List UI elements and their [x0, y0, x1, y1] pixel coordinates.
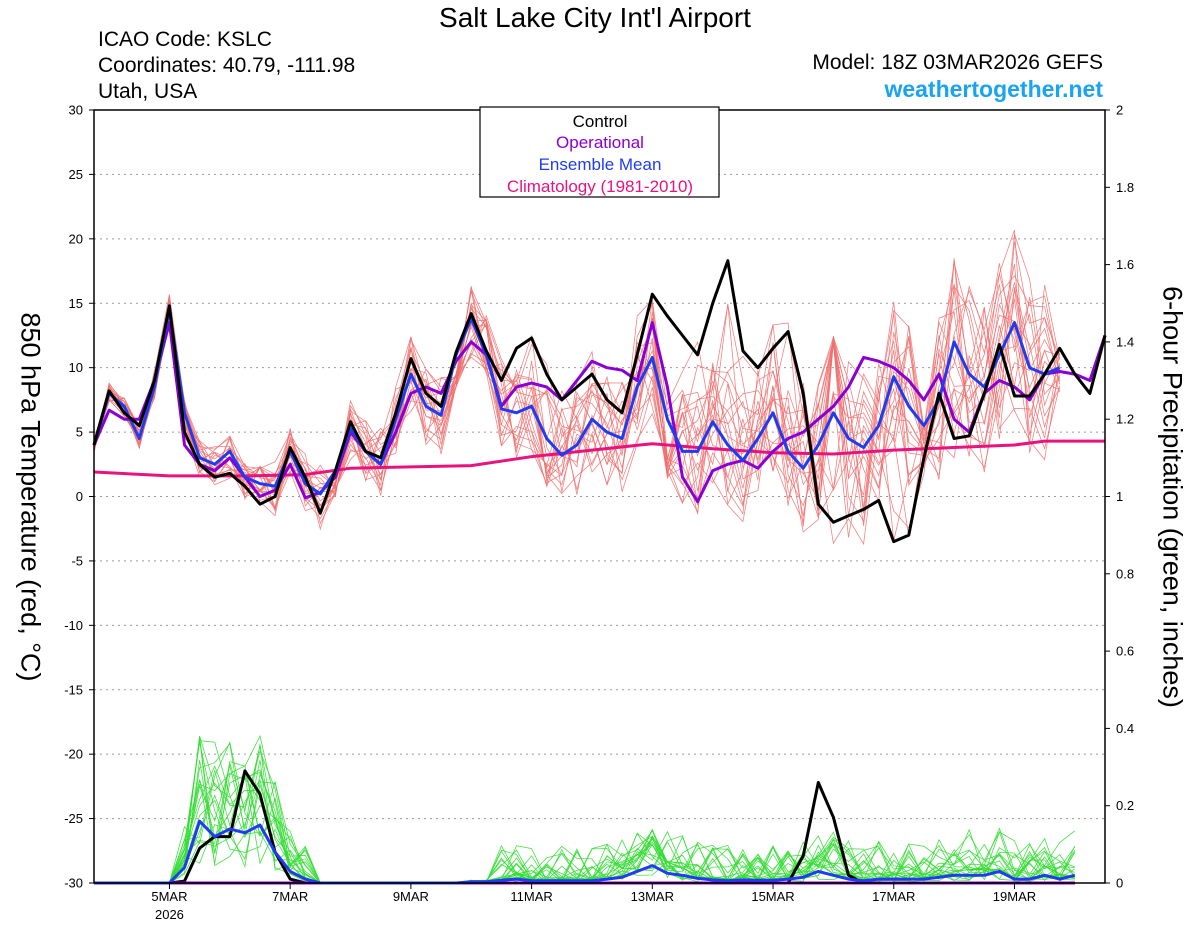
temperature-member-line [93, 264, 1060, 523]
y2-tick-label: 1.2 [1116, 412, 1134, 427]
x-tick-label: 5MAR [151, 889, 187, 904]
temperature-member-line [93, 288, 1060, 517]
y-tick-label: 30 [69, 103, 83, 118]
y-tick-label: -5 [71, 553, 83, 568]
y2-tick-label: 0.4 [1116, 721, 1134, 736]
legend-box: Control Operational Ensemble Mean Climat… [479, 106, 720, 198]
y-tick-label: 10 [69, 360, 83, 375]
site-link[interactable]: weathertogether.net [884, 76, 1103, 102]
y2-tick-label: 0 [1116, 876, 1123, 891]
y-tick-label: -25 [64, 811, 83, 826]
y-tick-label: -10 [64, 618, 83, 633]
y-tick-label: 20 [69, 231, 83, 246]
y-tick-label: 5 [76, 425, 83, 440]
temperature-member-line [93, 262, 1061, 523]
axis-ticks: 302520151050-5-10-15-20-25-3021.81.61.41… [64, 103, 1134, 923]
y-tick-label: -15 [64, 682, 83, 697]
coordinates: Coordinates: 40.79, -111.98 [98, 54, 356, 77]
y-tick-label: 25 [69, 167, 83, 182]
x-tick-sublabel: 2026 [155, 907, 184, 922]
temp-operational-line [92, 321, 1107, 504]
precipitation-member-line [94, 735, 1076, 884]
precipitation-member-line [94, 736, 1075, 884]
legend-climatology: Climatology (1981-2010) [507, 177, 693, 196]
y-axis-label-left: 850 hPa Temperature (red, °C) [15, 312, 46, 682]
legend-operational: Operational [556, 133, 644, 152]
legend-control: Control [573, 112, 628, 131]
icao-code: ICAO Code: KSLC [98, 28, 272, 51]
temp-climatology--line [93, 439, 1105, 478]
y2-tick-label: 0.6 [1116, 644, 1134, 659]
y-tick-label: 0 [76, 489, 83, 504]
y2-tick-label: 0.8 [1116, 566, 1134, 581]
y-axis-label-right: 6-hour Precipitation (green, inches) [1157, 286, 1188, 708]
precipitation-member-line [94, 740, 1076, 884]
precipitation-member-line [94, 742, 1076, 884]
x-tick-label: 19MAR [993, 889, 1036, 904]
model-run: Model: 18Z 03MAR2026 GEFS [812, 51, 1103, 74]
x-tick-label: 17MAR [872, 889, 915, 904]
y-tick-label: -20 [64, 747, 83, 762]
y2-tick-label: 1.4 [1116, 334, 1134, 349]
precip-ensemble-mean-line [94, 819, 1076, 885]
ensemble-precipitation-members [94, 734, 1076, 884]
y2-tick-label: 1.6 [1116, 257, 1134, 272]
y2-tick-label: 1 [1116, 489, 1123, 504]
x-tick-label: 7MAR [272, 889, 308, 904]
x-tick-label: 15MAR [751, 889, 794, 904]
temperature-member-line [93, 263, 1061, 527]
legend-ensemble-mean: Ensemble Mean [539, 155, 662, 174]
y2-tick-label: 0.2 [1116, 798, 1134, 813]
y2-tick-label: 1.8 [1116, 180, 1134, 195]
temp-control-line [92, 259, 1107, 544]
y2-tick-label: 2 [1116, 103, 1123, 118]
y-tick-label: 15 [69, 296, 83, 311]
temp-ensemble-mean-line [92, 308, 1061, 496]
location: Utah, USA [98, 80, 198, 103]
x-tick-label: 11MAR [510, 889, 552, 904]
y-tick-label: -30 [64, 876, 83, 891]
gridlines [94, 173, 1105, 820]
chart-title: Salt Lake City Int'l Airport [439, 2, 751, 33]
main-series-lines [92, 259, 1107, 885]
x-tick-label: 13MAR [631, 889, 674, 904]
x-tick-label: 9MAR [393, 889, 429, 904]
temperature-member-line [93, 274, 1061, 523]
